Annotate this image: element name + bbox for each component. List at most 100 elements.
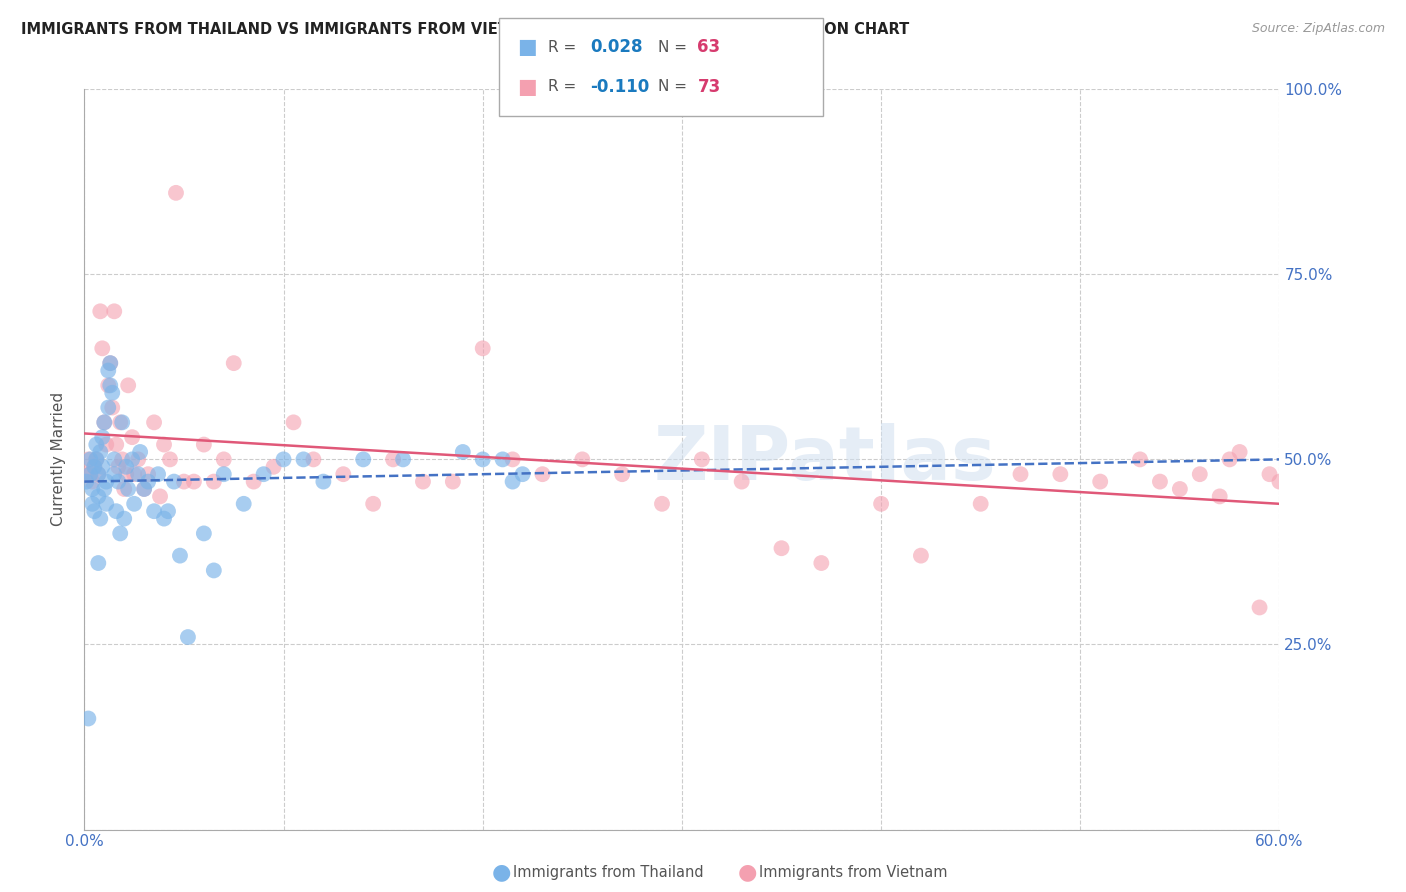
- Point: [107, 475, 129, 489]
- Point: [471, 452, 494, 467]
- Point: [731, 475, 754, 489]
- Point: [82, 475, 104, 489]
- Point: [86, 452, 108, 467]
- Point: [82, 497, 104, 511]
- Point: [1209, 489, 1232, 503]
- Text: N =: N =: [658, 40, 692, 54]
- Point: [1188, 467, 1211, 482]
- Point: [89, 511, 111, 525]
- Text: ■: ■: [517, 77, 537, 96]
- Point: [103, 304, 125, 318]
- Point: [77, 712, 100, 726]
- Point: [149, 489, 172, 503]
- Point: [89, 445, 111, 459]
- Point: [89, 304, 111, 318]
- Text: Source: ZipAtlas.com: Source: ZipAtlas.com: [1251, 22, 1385, 36]
- Point: [173, 475, 195, 489]
- Point: [1219, 452, 1241, 467]
- Point: [115, 459, 138, 474]
- Point: [110, 526, 132, 541]
- Point: [87, 489, 110, 503]
- Point: [412, 475, 434, 489]
- Text: Immigrants from Vietnam: Immigrants from Vietnam: [759, 865, 948, 880]
- Point: [101, 385, 124, 400]
- Point: [242, 475, 264, 489]
- Point: [441, 475, 464, 489]
- Point: [86, 452, 108, 467]
- Point: [690, 452, 713, 467]
- Point: [91, 341, 114, 355]
- Point: [93, 415, 115, 429]
- Point: [183, 475, 205, 489]
- Point: [93, 482, 115, 496]
- Point: [165, 186, 187, 200]
- Point: [1010, 467, 1032, 482]
- Point: [292, 452, 315, 467]
- Point: [273, 452, 295, 467]
- Point: [163, 475, 186, 489]
- Point: [193, 437, 215, 451]
- Point: [75, 467, 97, 482]
- Point: [111, 452, 134, 467]
- Point: [159, 452, 181, 467]
- Text: -0.110: -0.110: [591, 78, 650, 95]
- Y-axis label: Currently Married: Currently Married: [51, 392, 66, 526]
- Point: [332, 467, 354, 482]
- Point: [83, 459, 105, 474]
- Text: R =: R =: [548, 79, 582, 94]
- Point: [112, 511, 135, 525]
- Point: [77, 452, 100, 467]
- Point: [117, 378, 139, 392]
- Point: [810, 556, 832, 570]
- Point: [91, 430, 114, 444]
- Point: [263, 459, 285, 474]
- Point: [312, 475, 335, 489]
- Point: [87, 467, 110, 482]
- Point: [870, 497, 893, 511]
- Point: [502, 452, 524, 467]
- Point: [153, 511, 176, 525]
- Point: [302, 452, 325, 467]
- Text: ■: ■: [517, 37, 537, 57]
- Point: [571, 452, 593, 467]
- Point: [1090, 475, 1112, 489]
- Point: [97, 401, 120, 415]
- Point: [117, 482, 139, 496]
- Point: [146, 467, 169, 482]
- Point: [98, 378, 121, 392]
- Text: ●: ●: [738, 863, 758, 882]
- Point: [531, 467, 554, 482]
- Point: [98, 356, 121, 370]
- Point: [1149, 475, 1171, 489]
- Text: Immigrants from Thailand: Immigrants from Thailand: [513, 865, 704, 880]
- Point: [105, 437, 128, 451]
- Point: [143, 504, 166, 518]
- Point: [93, 415, 115, 429]
- Point: [212, 452, 235, 467]
- Point: [283, 415, 305, 429]
- Point: [1049, 467, 1071, 482]
- Point: [79, 467, 101, 482]
- Point: [352, 452, 374, 467]
- Point: [382, 452, 405, 467]
- Point: [79, 467, 101, 482]
- Point: [502, 475, 524, 489]
- Point: [222, 356, 245, 370]
- Text: R =: R =: [548, 40, 582, 54]
- Point: [202, 475, 225, 489]
- Point: [121, 430, 143, 444]
- Point: [122, 497, 145, 511]
- Text: 63: 63: [697, 38, 720, 56]
- Text: ●: ●: [492, 863, 512, 882]
- Point: [612, 467, 634, 482]
- Point: [136, 475, 159, 489]
- Point: [153, 437, 176, 451]
- Point: [143, 415, 166, 429]
- Point: [87, 467, 110, 482]
- Point: [770, 541, 793, 556]
- Point: [136, 467, 159, 482]
- Text: ZIPatlas: ZIPatlas: [654, 423, 997, 496]
- Point: [361, 497, 384, 511]
- Point: [83, 459, 105, 474]
- Point: [111, 415, 134, 429]
